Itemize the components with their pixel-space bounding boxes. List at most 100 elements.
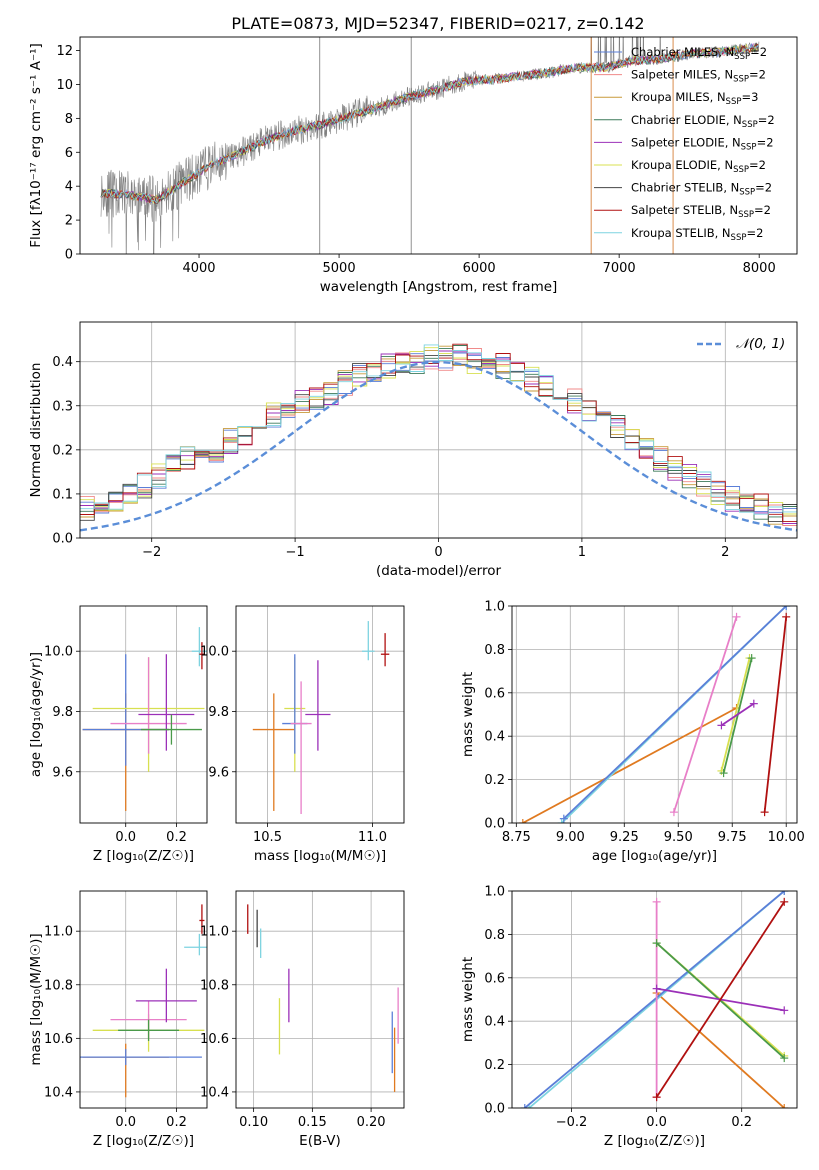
y-tick-label: 9.8 — [52, 705, 73, 720]
legend-entry: Salpeter STELIB, NSSP=2 — [631, 203, 771, 220]
error-bar-point — [199, 904, 205, 934]
weight-segment — [524, 891, 785, 1108]
plot-area — [518, 606, 791, 823]
legend-sub: SSP — [733, 165, 749, 175]
y-axis-label: mass weight — [460, 957, 476, 1042]
y-axis-label: Normed distribution — [28, 363, 44, 498]
y-tick-label: 0.6 — [484, 686, 505, 701]
y-axis-label: Flux [fλ10⁻¹⁷ erg cm⁻² s⁻¹ A⁻¹] — [28, 43, 44, 248]
x-tick-label: 0.2 — [731, 1115, 752, 1130]
y-tick-label: 0.4 — [484, 1015, 505, 1030]
legend-name: Kroupa ELODIE, N — [631, 158, 733, 172]
x-tick-label: −1 — [286, 545, 305, 560]
plot-area — [80, 343, 797, 532]
error-bar-point — [252, 693, 295, 811]
y-tick-label: 2 — [65, 214, 73, 229]
x-tick-label: 9.00 — [556, 830, 585, 845]
x-axis-label: Z [log₁₀(Z/Z☉)] — [93, 1133, 194, 1149]
plot-area — [80, 904, 207, 1098]
legend-sub: SSP — [741, 142, 757, 152]
weight-segment — [656, 992, 785, 1108]
x-tick-label: 0.10 — [239, 1115, 268, 1130]
x-axis-label: (data-model)/error — [376, 563, 502, 579]
legend-suffix: =2 — [746, 226, 763, 240]
legend-name: Chabrier MILES, N — [631, 45, 734, 59]
legend-name: Salpeter STELIB, N — [631, 203, 738, 217]
legend-name: Salpeter MILES, N — [631, 68, 733, 82]
legend-entry: Salpeter ELODIE, NSSP=2 — [631, 135, 774, 152]
x-axis-label: Z [log₁₀(Z/Z☉)] — [93, 848, 194, 864]
x-axis-label: E(B-V) — [299, 1133, 341, 1149]
legend-suffix: =2 — [750, 45, 767, 59]
legend-sub: SSP — [733, 75, 749, 85]
y-tick-label: 0.0 — [52, 532, 73, 547]
chart-age-vs-Z: 0.0 0.2 9.6 9.8 10.0 Z [log₁₀(Z/Z☉)] age [log₁… — [28, 605, 208, 864]
weight-segment — [655, 901, 785, 1098]
y-tick-label: 1.0 — [484, 600, 505, 615]
legend-suffix: =3 — [741, 90, 758, 104]
legend-sub: SSP — [739, 188, 755, 198]
legend-sub: SSP — [734, 52, 750, 62]
x-axis-label: Z [log₁₀(Z/Z☉)] — [604, 1133, 705, 1149]
y-tick-label: 10.0 — [44, 645, 73, 660]
y-tick-label: 0.1 — [52, 487, 73, 502]
y-tick-label: 0.0 — [484, 1102, 505, 1117]
legend-name: Chabrier STELIB, N — [631, 181, 739, 195]
plot-frame — [79, 36, 798, 255]
legend-suffix: =2 — [749, 68, 766, 82]
error-bar-point — [118, 1019, 180, 1042]
x-tick-label: 0.0 — [115, 1115, 136, 1130]
legend-suffix: =2 — [749, 158, 766, 172]
x-tick-label: 2 — [721, 545, 729, 560]
error-bar-point — [362, 621, 375, 661]
error-bar-point — [110, 657, 187, 754]
x-axis-label: age [log₁₀(age/yr)] — [592, 848, 717, 864]
legend-name: Chabrier ELODIE, N — [631, 113, 742, 127]
y-tick-label: 9.6 — [52, 765, 73, 780]
plot-frame — [235, 890, 405, 1109]
x-tick-label: 0.0 — [646, 1115, 667, 1130]
legend-entry: Salpeter MILES, NSSP=2 — [631, 68, 766, 85]
plot-frame — [79, 890, 208, 1109]
x-tick-label: 4000 — [182, 261, 215, 276]
figure-title: PLATE=0873, MJD=52347, FIBERID=0217, z=0… — [231, 14, 644, 33]
plot-frame — [79, 321, 798, 539]
y-tick-label: 0.2 — [484, 773, 505, 788]
plot-frame — [79, 605, 208, 824]
y-tick-label: 4 — [65, 180, 73, 195]
legend-suffix: =2 — [757, 135, 774, 149]
x-tick-label: 0 — [434, 545, 442, 560]
legend-name: Kroupa MILES, N — [631, 90, 726, 104]
x-tick-label: 5000 — [323, 261, 356, 276]
y-tick-label: 9.6 — [208, 765, 229, 780]
x-tick-label: 10.5 — [253, 830, 282, 845]
y-tick-label: 6 — [65, 146, 73, 161]
x-axis-label: mass [log₁₀(M/M☉)] — [254, 848, 386, 864]
weight-segment — [673, 616, 738, 813]
y-tick-label: 11.0 — [44, 925, 73, 940]
x-tick-label: 0.2 — [166, 1115, 187, 1130]
x-tick-label: 11.0 — [358, 830, 387, 845]
legend-sub: SSP — [731, 233, 747, 243]
mass-weight-line — [559, 606, 791, 823]
y-axis-label: mass [log₁₀(M/M☉)] — [28, 933, 44, 1065]
legend-entry: Chabrier STELIB, NSSP=2 — [631, 181, 772, 198]
y-tick-label: 0.2 — [52, 443, 73, 458]
x-tick-label: 10.00 — [768, 830, 805, 845]
legend-sub: SSP — [726, 97, 742, 107]
legend-entry: Chabrier MILES, NSSP=2 — [631, 45, 767, 62]
y-tick-label: 0.3 — [52, 399, 73, 414]
mass-weight-line — [719, 654, 756, 778]
model-spectrum-line — [100, 43, 759, 204]
legend-entry: Chabrier ELODIE, NSSP=2 — [631, 113, 775, 130]
y-tick-label: 1.0 — [484, 885, 505, 900]
legend-entry: Kroupa MILES, NSSP=3 — [631, 90, 758, 107]
legend-entry: Kroupa STELIB, NSSP=2 — [631, 226, 763, 243]
chart-spectrum: 4000 5000 6000 7000 8000 0 2 4 6 8 10 12 wavelength … — [28, 36, 798, 295]
y-tick-label: 0.4 — [52, 355, 73, 370]
y-tick-label: 0 — [65, 248, 73, 263]
plot-frame — [235, 605, 405, 824]
x-axis-label: wavelength [Angstrom, rest frame] — [320, 279, 558, 295]
weight-segment — [720, 657, 751, 772]
x-tick-label: 0.0 — [115, 830, 136, 845]
